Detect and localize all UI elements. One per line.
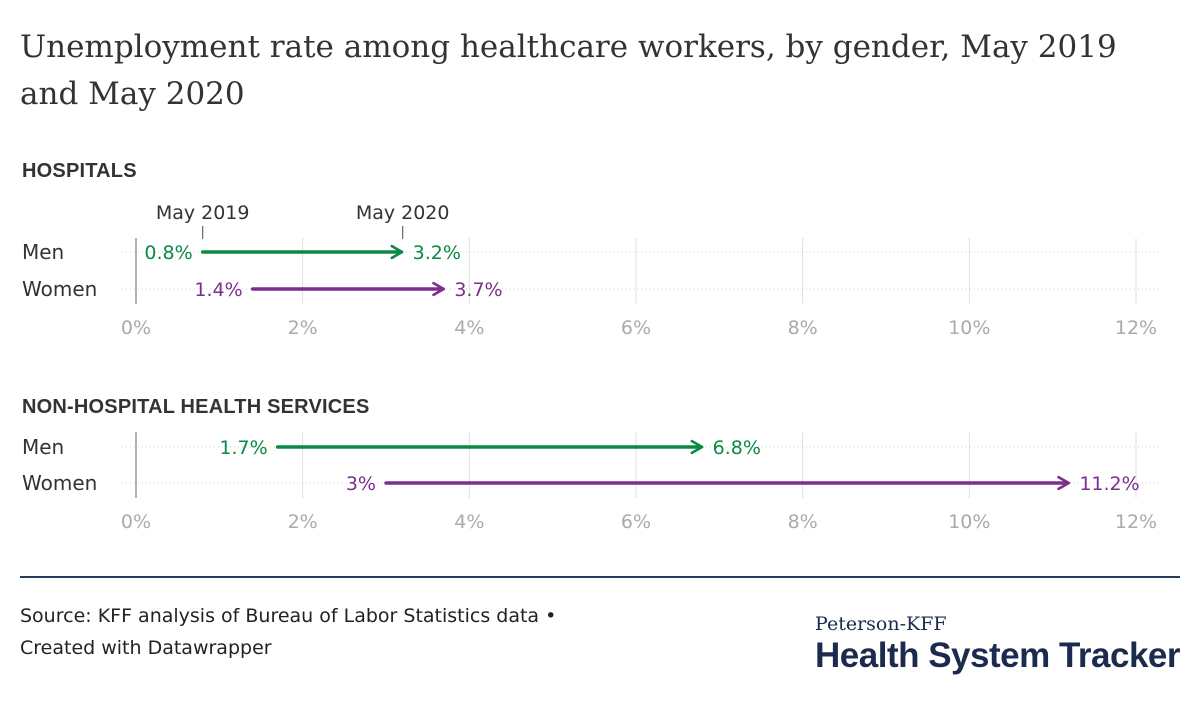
start-value-label: 1.4%	[194, 279, 242, 301]
x-tick-label: 8%	[788, 317, 818, 339]
x-tick-label: 2%	[288, 511, 318, 533]
start-value-label: 1.7%	[219, 437, 267, 459]
row-label: Women	[22, 277, 97, 301]
source-note: Source: KFF analysis of Bureau of Labor …	[20, 600, 660, 664]
panel-title-non-hospital: NON-HOSPITAL HEALTH SERVICES	[22, 396, 370, 418]
credit-text: Created with Datawrapper	[20, 637, 272, 659]
row-label: Men	[22, 435, 64, 459]
x-tick-label: 0%	[121, 511, 151, 533]
x-tick-label: 6%	[621, 317, 651, 339]
end-value-label: 3.2%	[413, 242, 461, 264]
source-text: Source: KFF analysis of Bureau of Labor …	[20, 605, 557, 627]
footer-divider	[20, 576, 1180, 578]
chart-title: Unemployment rate among healthcare worke…	[20, 29, 1117, 112]
legend-end-label: May 2020	[356, 202, 450, 224]
x-tick-label: 12%	[1115, 317, 1157, 339]
legend-start-label: May 2019	[156, 202, 250, 224]
x-tick-label: 2%	[288, 317, 318, 339]
arrow-chart-non-hospital: 0% 2% 4% 6% 8% 10% 12% Men Women 1.7% 6.8% 3% 11.2%	[22, 432, 1160, 533]
start-value-label: 3%	[346, 473, 376, 495]
brand-logo: Peterson-KFF Health System Tracker	[815, 612, 1180, 676]
x-tick-label: 6%	[621, 511, 651, 533]
x-tick-label: 0%	[121, 317, 151, 339]
end-value-label: 3.7%	[454, 279, 502, 301]
x-tick-label: 8%	[788, 511, 818, 533]
end-value-label: 11.2%	[1079, 473, 1139, 495]
x-tick-label: 10%	[948, 317, 990, 339]
arrow-chart-hospitals: 0% 2% 4% 6% 8% 10% 12% Men Women 0.8% 3.2% 1.4% 3.7%…	[22, 202, 1160, 339]
x-tick-label: 10%	[948, 511, 990, 533]
logo-main-text: Health System Tracker	[815, 636, 1180, 675]
panel-title-hospitals: HOSPITALS	[22, 160, 137, 182]
logo-top-text: Peterson-KFF	[815, 613, 947, 635]
x-tick-label: 4%	[454, 317, 484, 339]
start-value-label: 0.8%	[144, 242, 192, 264]
row-label: Men	[22, 240, 64, 264]
row-label: Women	[22, 471, 97, 495]
end-value-label: 6.8%	[713, 437, 761, 459]
x-tick-label: 12%	[1115, 511, 1157, 533]
x-tick-label: 4%	[454, 511, 484, 533]
